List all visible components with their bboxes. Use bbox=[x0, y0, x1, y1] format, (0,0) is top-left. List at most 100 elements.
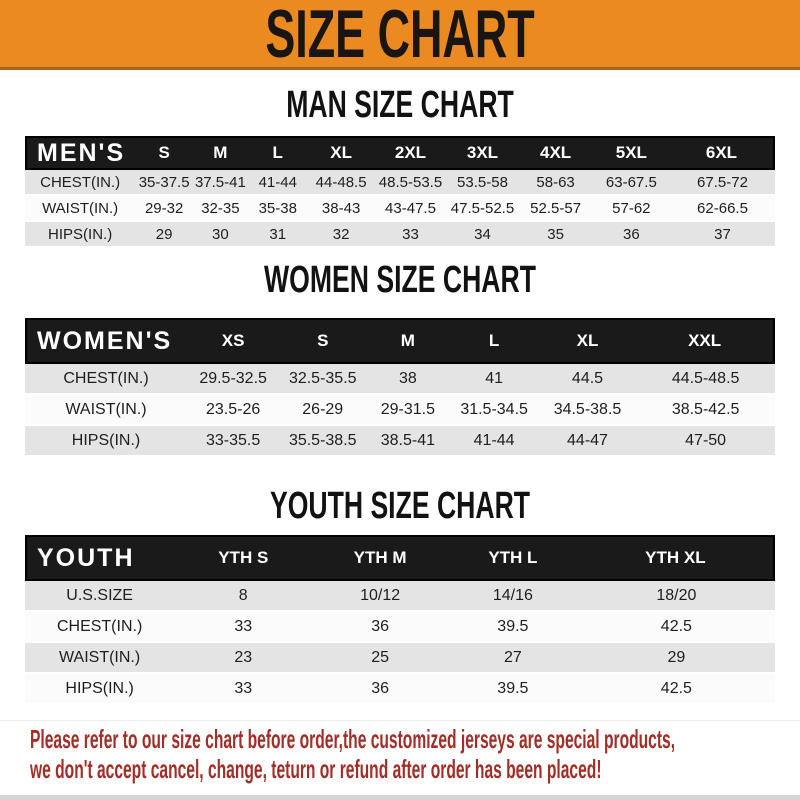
size-value-cell: 33 bbox=[374, 222, 447, 248]
footer-note-line1: Please refer to our size chart before or… bbox=[30, 724, 676, 754]
table-row: HIPS(IN.) 33-35.5 35.5-38.5 38.5-41 41-44 44-… bbox=[25, 426, 775, 457]
table-row: WAIST(IN.) 23.5-26 26-29 29-31.5 31.5-34.5 34… bbox=[25, 395, 775, 426]
size-value-cell: 47.5-52.5 bbox=[446, 196, 519, 222]
size-value-cell: 35-37.5 bbox=[135, 170, 193, 196]
man-size-chart-section: MAN SIZE CHART MEN'S S M L XL 2XL 3XL 4XL 5XL 6XL… bbox=[0, 86, 800, 248]
size-column-header: 6XL bbox=[669, 136, 775, 170]
size-column-header: XS bbox=[187, 318, 280, 364]
size-value-cell: 41-44 bbox=[247, 170, 308, 196]
size-column-header: YTH M bbox=[312, 535, 448, 581]
size-value-cell: 32.5-35.5 bbox=[279, 364, 367, 395]
size-value-cell: 39.5 bbox=[448, 612, 578, 643]
size-column-header: XL bbox=[538, 318, 637, 364]
size-value-cell: 38.5-42.5 bbox=[636, 395, 775, 426]
size-column-header: 4XL bbox=[518, 136, 593, 170]
size-value-cell: 34.5-38.5 bbox=[538, 395, 637, 426]
size-value-cell: 29 bbox=[577, 643, 775, 674]
table-row: HIPS(IN.) 29 30 31 32 33 34 35 36 37 bbox=[25, 222, 775, 248]
size-chart-banner: SIZE CHART bbox=[0, 0, 800, 70]
size-column-header: YTH S bbox=[174, 535, 313, 581]
size-value-cell: 31 bbox=[247, 222, 308, 248]
size-column-header: YTH L bbox=[448, 535, 578, 581]
row-label: WAIST(IN.) bbox=[25, 643, 175, 674]
size-value-cell: 58-63 bbox=[518, 170, 593, 196]
table-row: WAIST(IN.) 29-32 32-35 35-38 38-43 43-47.5 47.… bbox=[25, 196, 775, 222]
size-column-header: 3XL bbox=[446, 136, 519, 170]
size-value-cell: 29 bbox=[135, 222, 193, 248]
table-row: CHEST(IN.) 29.5-32.5 32.5-35.5 38 41 44.5 44.5… bbox=[25, 364, 775, 395]
size-value-cell: 34 bbox=[446, 222, 519, 248]
row-label: WAIST(IN.) bbox=[25, 196, 136, 222]
size-value-cell: 29-32 bbox=[135, 196, 193, 222]
men-size-table: MEN'S S M L XL 2XL 3XL 4XL 5XL 6XL CHEST(IN.) 35-37… bbox=[25, 136, 775, 248]
footer-note: Please refer to our size chart before or… bbox=[0, 720, 800, 784]
row-label: WAIST(IN.) bbox=[25, 395, 187, 426]
youth-size-chart-title: YOUTH SIZE CHART bbox=[269, 485, 531, 527]
size-value-cell: 44.5-48.5 bbox=[636, 364, 775, 395]
row-label: CHEST(IN.) bbox=[25, 612, 175, 643]
size-value-cell: 14/16 bbox=[448, 581, 578, 612]
size-value-cell: 38.5-41 bbox=[366, 426, 450, 457]
size-column-header: M bbox=[193, 136, 248, 170]
size-value-cell: 44-47 bbox=[538, 426, 637, 457]
size-value-cell: 52.5-57 bbox=[518, 196, 593, 222]
table-row: CHEST(IN.) 33 36 39.5 42.5 bbox=[25, 612, 775, 643]
size-value-cell: 36 bbox=[312, 612, 448, 643]
women-size-chart-title: WOMEN SIZE CHART bbox=[264, 259, 536, 301]
size-table-header-row: YOUTH YTH S YTH M YTH L YTH XL bbox=[25, 535, 775, 581]
size-value-cell: 42.5 bbox=[577, 612, 775, 643]
size-value-cell: 53.5-58 bbox=[446, 170, 519, 196]
size-value-cell: 23.5-26 bbox=[187, 395, 280, 426]
size-value-cell: 31.5-34.5 bbox=[449, 395, 539, 426]
size-column-header: L bbox=[247, 136, 308, 170]
size-value-cell: 8 bbox=[174, 581, 313, 612]
size-value-cell: 32-35 bbox=[193, 196, 248, 222]
size-value-cell: 39.5 bbox=[448, 674, 578, 705]
size-value-cell: 37 bbox=[669, 222, 775, 248]
bottom-edge-strip bbox=[0, 795, 800, 800]
size-column-header: XL bbox=[307, 136, 375, 170]
size-value-cell: 48.5-53.5 bbox=[374, 170, 447, 196]
size-value-cell: 18/20 bbox=[577, 581, 775, 612]
size-value-cell: 41 bbox=[449, 364, 539, 395]
size-value-cell: 10/12 bbox=[312, 581, 448, 612]
size-column-header: 5XL bbox=[592, 136, 670, 170]
table-row: CHEST(IN.) 35-37.5 37.5-41 41-44 44-48.5 48.5… bbox=[25, 170, 775, 196]
table-row: HIPS(IN.) 33 36 39.5 42.5 bbox=[25, 674, 775, 705]
size-column-header: S bbox=[279, 318, 367, 364]
size-value-cell: 30 bbox=[193, 222, 248, 248]
row-label: HIPS(IN.) bbox=[25, 222, 136, 248]
size-value-cell: 26-29 bbox=[279, 395, 367, 426]
size-value-cell: 23 bbox=[174, 643, 313, 674]
size-value-cell: 36 bbox=[592, 222, 670, 248]
size-table-header-row: WOMEN'S XS S M L XL XXL bbox=[25, 318, 775, 364]
size-value-cell: 29-31.5 bbox=[366, 395, 450, 426]
women-size-table: WOMEN'S XS S M L XL XXL CHEST(IN.) 29.5-32.5 32.5… bbox=[25, 318, 775, 457]
size-value-cell: 33 bbox=[174, 674, 313, 705]
size-value-cell: 57-62 bbox=[592, 196, 670, 222]
size-value-cell: 35 bbox=[518, 222, 593, 248]
table-row: WAIST(IN.) 23 25 27 29 bbox=[25, 643, 775, 674]
youth-size-chart-section: YOUTH SIZE CHART YOUTH YTH S YTH M YTH L YTH… bbox=[0, 485, 800, 705]
size-value-cell: 63-67.5 bbox=[592, 170, 670, 196]
row-label: HIPS(IN.) bbox=[25, 674, 175, 705]
footer-note-line2: we don't accept cancel, change, teturn o… bbox=[30, 754, 602, 784]
size-value-cell: 33-35.5 bbox=[187, 426, 280, 457]
size-column-header: M bbox=[366, 318, 450, 364]
table-header-label: YOUTH bbox=[25, 535, 175, 581]
size-value-cell: 43-47.5 bbox=[374, 196, 447, 222]
table-header-label: WOMEN'S bbox=[25, 318, 187, 364]
row-label: CHEST(IN.) bbox=[25, 170, 136, 196]
row-label: CHEST(IN.) bbox=[25, 364, 187, 395]
table-row: U.S.SIZE 8 10/12 14/16 18/20 bbox=[25, 581, 775, 612]
row-label: U.S.SIZE bbox=[25, 581, 175, 612]
size-value-cell: 37.5-41 bbox=[193, 170, 248, 196]
size-chart-title: SIZE CHART bbox=[265, 0, 535, 72]
size-value-cell: 44.5 bbox=[538, 364, 637, 395]
size-column-header: XXL bbox=[636, 318, 775, 364]
size-value-cell: 47-50 bbox=[636, 426, 775, 457]
size-value-cell: 44-48.5 bbox=[307, 170, 375, 196]
size-column-header: L bbox=[449, 318, 539, 364]
size-value-cell: 35-38 bbox=[247, 196, 308, 222]
